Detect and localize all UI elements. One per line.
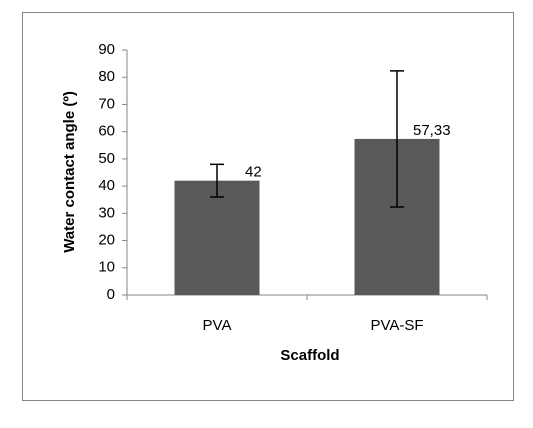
error-bar — [210, 163, 224, 198]
y-tick-label: 60 — [98, 123, 115, 140]
value-label: 57,33 — [413, 122, 451, 139]
y-tick-label: 80 — [98, 68, 115, 85]
y-tick-label: 40 — [98, 177, 115, 194]
x-tick-label: PVA-SF — [370, 317, 423, 334]
y-tick-label: 30 — [98, 204, 115, 221]
error-bar — [390, 70, 404, 208]
value-label: 42 — [245, 164, 262, 181]
bar — [174, 180, 260, 295]
y-tick-label: 50 — [98, 150, 115, 167]
y-tick-label: 20 — [98, 232, 115, 249]
y-tick-label: 90 — [98, 41, 115, 58]
y-tick-label: 70 — [98, 95, 115, 112]
chart-border — [22, 12, 514, 401]
x-axis-title: Scaffold — [280, 347, 339, 364]
y-tick-label: 0 — [107, 286, 115, 303]
y-axis-title: Water contact angle (º) — [61, 91, 78, 253]
x-tick-label: PVA — [203, 317, 232, 334]
y-tick-label: 10 — [98, 259, 115, 276]
